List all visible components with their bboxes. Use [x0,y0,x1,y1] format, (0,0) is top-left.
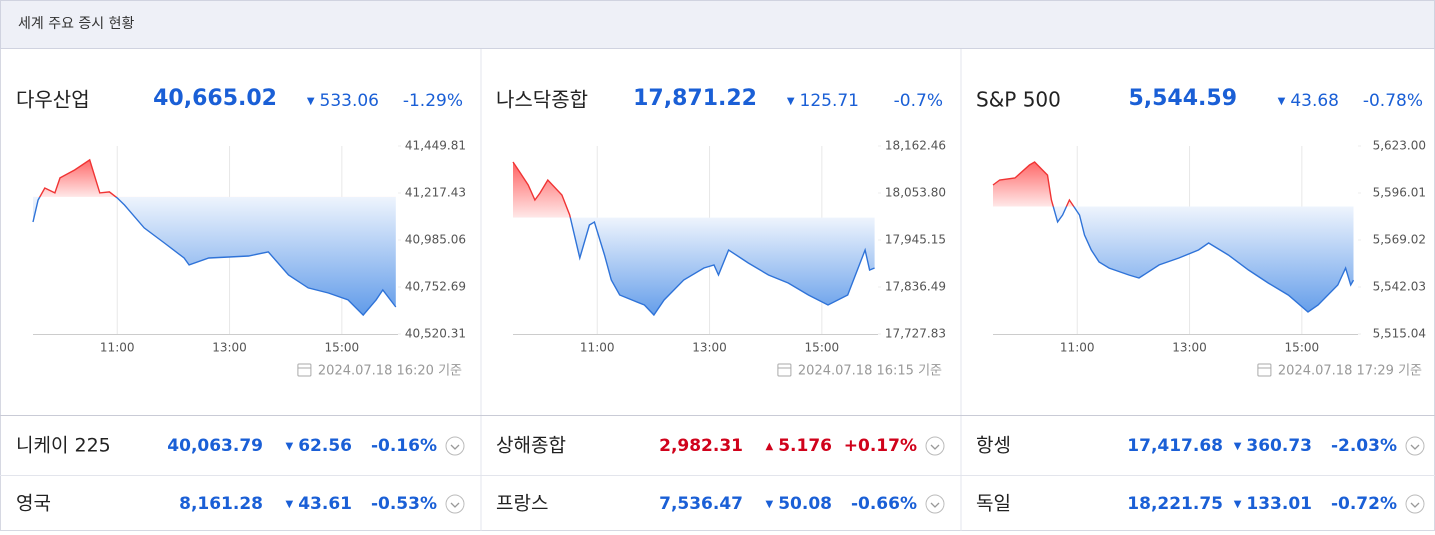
row-change: 360.73 [1246,436,1312,456]
row-name: 프랑스 [496,493,548,515]
timestamp: 2024.07.18 17:29 기준 [1278,364,1422,379]
index-price: 40,665.02 [153,86,277,111]
y-tick-label: 17,836.49 [885,279,946,293]
index-name: S&P 500 [976,88,1061,112]
y-tick-label: 40,752.69 [405,279,466,293]
x-tick-label: 15:00 [1285,341,1320,355]
direction-icon: ▼ [1234,499,1242,510]
y-tick-label: 18,053.80 [885,186,946,200]
direction-icon: ▼ [286,499,294,510]
x-tick-label: 11:00 [580,341,615,355]
row-price: 17,417.68 [1127,436,1223,456]
row-name: 영국 [16,493,51,515]
timestamp: 2024.07.18 16:20 기준 [318,364,462,379]
price-line [32,158,397,317]
direction-icon: ▲ [766,441,774,452]
expand-chevron [930,502,940,508]
index-change: 43.68 [1290,91,1339,111]
calendar-icon [777,363,792,377]
y-tick-label: 18,162.46 [885,139,946,153]
direction-icon: ▼ [787,96,795,107]
row-change: 62.56 [298,436,352,456]
x-tick-label: 15:00 [325,341,360,355]
x-tick-label: 13:00 [212,341,247,355]
row-percent: -2.03% [1331,436,1397,456]
row-price: 8,161.28 [179,494,263,514]
row-change: 43.61 [298,494,352,514]
index-name: 나스닥종합 [496,88,588,112]
x-tick-label: 11:00 [1060,341,1095,355]
y-tick-label: 17,945.15 [885,232,946,246]
expand-button[interactable] [1405,494,1425,514]
direction-icon: ▼ [1278,96,1286,107]
index-name: 다우산업 [16,88,90,112]
expand-button[interactable] [925,436,945,456]
index-change: 533.06 [320,91,379,111]
row-change: 133.01 [1246,494,1312,514]
y-tick-label: 5,542.03 [1373,280,1426,294]
index-percent: -0.78% [1363,91,1423,111]
x-tick-label: 13:00 [692,341,727,355]
direction-icon: ▼ [766,499,774,510]
index-change: 125.71 [800,91,859,111]
row-price: 7,536.47 [659,494,743,514]
direction-icon: ▼ [307,96,315,107]
row-name: 독일 [976,493,1011,515]
row-percent: -0.66% [851,494,917,514]
y-tick-label: 5,596.01 [1373,186,1426,200]
row-name: 상해종합 [496,435,566,457]
y-tick-label: 41,449.81 [405,139,466,153]
y-tick-label: 5,569.02 [1373,233,1426,247]
direction-icon: ▼ [1234,441,1242,452]
y-tick-label: 17,727.83 [885,327,946,341]
expand-chevron [450,502,460,508]
index-price: 5,544.59 [1128,86,1237,111]
y-tick-label: 5,515.04 [1373,327,1426,341]
row-price: 40,063.79 [167,436,263,456]
area [993,162,1354,312]
expand-chevron [1410,502,1420,508]
index-price: 17,871.22 [633,86,757,111]
row-price: 18,221.75 [1127,494,1223,514]
expand-button[interactable] [445,436,465,456]
index-percent: -1.29% [403,91,463,111]
expand-chevron [930,444,940,450]
header-bar [0,0,1435,49]
row-percent: +0.17% [844,436,917,456]
expand-button[interactable] [1405,436,1425,456]
y-tick-label: 41,217.43 [405,186,466,200]
x-tick-label: 15:00 [805,341,840,355]
row-name: 니케이 225 [16,435,111,457]
price-line [992,161,1355,313]
y-tick-label: 5,623.00 [1373,139,1426,153]
direction-icon: ▼ [286,441,294,452]
expand-button[interactable] [925,494,945,514]
calendar-icon [297,363,312,377]
row-percent: -0.16% [371,436,437,456]
row-price: 2,982.31 [659,436,743,456]
row-change: 50.08 [778,494,832,514]
x-tick-label: 11:00 [100,341,135,355]
row-change: 5.176 [778,436,832,456]
y-tick-label: 40,520.31 [405,327,466,341]
header-title: 세계 주요 증시 현황 [18,16,135,32]
y-tick-label: 40,985.06 [405,233,466,247]
price-line [512,161,875,317]
row-name: 항셍 [976,435,1011,457]
calendar-icon [1257,363,1272,377]
expand-button[interactable] [445,494,465,514]
expand-chevron [450,444,460,450]
index-percent: -0.7% [894,91,943,111]
row-percent: -0.72% [1331,494,1397,514]
area [513,162,875,315]
timestamp: 2024.07.18 16:15 기준 [798,364,942,379]
expand-chevron [1410,444,1420,450]
row-percent: -0.53% [371,494,437,514]
x-tick-label: 13:00 [1172,341,1207,355]
area [33,159,396,316]
